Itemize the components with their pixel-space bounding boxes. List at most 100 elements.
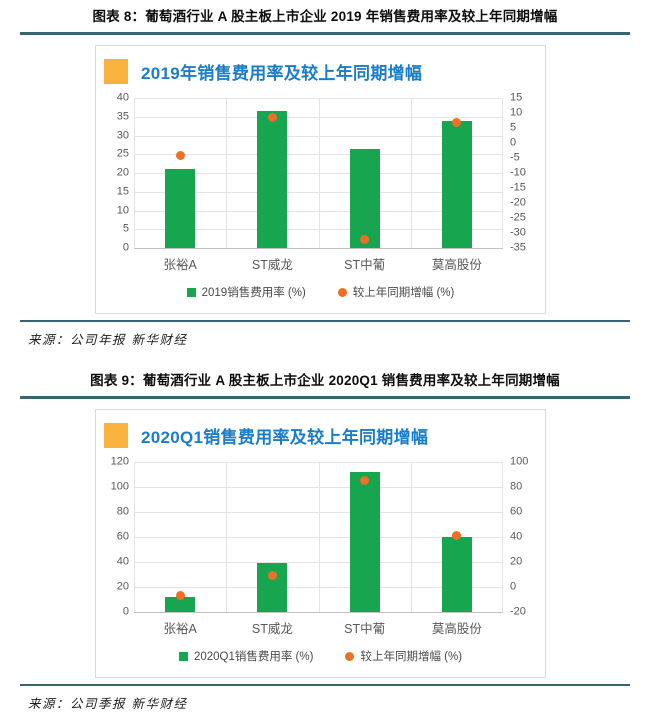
category-label: ST威龙 xyxy=(251,258,293,272)
right-axis: 100 80 60 40 20 0 -20 xyxy=(503,456,537,617)
legend-item: 较上年同期增幅 (%) xyxy=(345,648,462,664)
divider-above-source-quarterly xyxy=(20,684,630,686)
left-axis-tick-label: 40 xyxy=(116,91,129,104)
scatter-dot xyxy=(360,476,370,486)
left-axis-tick-label: 15 xyxy=(116,185,129,198)
legend-dot-swatch-icon xyxy=(345,651,355,661)
category-label: ST中葡 xyxy=(344,622,386,636)
category-label: 莫高股份 xyxy=(431,622,482,636)
chart-header-2020q1: 2020Q1销售费用率及较上年同期增幅 xyxy=(96,410,545,456)
source-note-annual: 来源：公司年报 新华财经 xyxy=(28,332,188,347)
legend-label: 2019销售费用率 (%) xyxy=(201,287,306,299)
gridline-vertical xyxy=(410,462,412,612)
scatter-dot xyxy=(360,234,370,244)
right-axis-tick-label: 15 xyxy=(510,91,523,104)
right-axis-tick-label: -20 xyxy=(510,605,526,618)
bar xyxy=(349,148,380,248)
right-axis-tick-label: 80 xyxy=(510,480,523,493)
left-axis-tick-label: 100 xyxy=(110,480,129,493)
scatter-dot xyxy=(267,113,277,122)
gridline-vertical xyxy=(410,98,412,248)
right-axis-tick-label: 5 xyxy=(510,121,517,134)
category-axis: 张裕A ST威龙 ST中葡 莫高股份 xyxy=(134,254,503,273)
legend-dot-swatch-icon xyxy=(337,287,347,297)
category-label: 张裕A xyxy=(163,258,197,272)
left-axis-tick-label: 35 xyxy=(116,110,129,123)
right-axis-tick-label: -30 xyxy=(510,226,526,239)
right-axis-tick-label: 0 xyxy=(510,580,517,593)
left-axis-tick-label: 60 xyxy=(116,530,129,543)
gridline-vertical xyxy=(134,98,135,248)
scatter-dot xyxy=(267,571,277,581)
category-label: ST威龙 xyxy=(251,622,293,636)
chart-card-2020q1: 2020Q1销售费用率及较上年同期增幅 120 100 80 60 40 20 0 100 80… xyxy=(95,409,546,678)
left-axis-tick-label: 40 xyxy=(116,555,129,568)
left-axis-tick-label: 0 xyxy=(122,605,129,618)
divider-above-source-annual xyxy=(20,320,630,322)
right-axis-tick-label: -5 xyxy=(510,151,520,164)
figure8-caption: 图表 8：葡萄酒行业 A 股主板上市企业 2019 年销售费用率及较上年同期增幅 xyxy=(92,9,558,24)
right-axis-tick-label: -15 xyxy=(510,181,526,194)
divider-under-figure8-caption xyxy=(20,32,630,35)
right-axis-tick-label: -35 xyxy=(510,241,526,254)
legend-label: 2020Q1销售费用率 (%) xyxy=(193,651,314,663)
legend-item: 较上年同期增幅 (%) xyxy=(337,284,455,300)
gridline-vertical xyxy=(318,462,320,612)
gridline-vertical xyxy=(502,462,503,612)
scatter-dot xyxy=(175,591,185,601)
bar xyxy=(441,120,472,248)
right-axis-tick-label: 60 xyxy=(510,505,523,518)
accent-square-icon xyxy=(104,423,128,448)
legend-label: 较上年同期增幅 (%) xyxy=(360,651,463,663)
left-axis-tick-label: 10 xyxy=(116,204,129,216)
right-axis-tick-label: -10 xyxy=(510,166,526,179)
divider-under-figure9-caption xyxy=(20,396,630,399)
category-label: 张裕A xyxy=(163,622,197,636)
right-axis-tick-label: 40 xyxy=(510,530,523,543)
left-axis-tick-label: 5 xyxy=(122,222,129,235)
left-axis: 120 100 80 60 40 20 0 xyxy=(106,456,134,617)
bar xyxy=(165,169,196,248)
left-axis: 40 35 30 25 20 15 10 5 0 xyxy=(106,92,134,253)
plot-area xyxy=(134,462,503,613)
chart-title-2020q1: 2020Q1销售费用率及较上年同期增幅 xyxy=(141,428,429,447)
left-axis-tick-label: 120 xyxy=(110,455,129,468)
plot-area xyxy=(134,98,503,249)
bar xyxy=(257,111,288,248)
accent-square-icon xyxy=(104,59,128,84)
chart-header-2019: 2019年销售费用率及较上年同期增幅 xyxy=(96,46,545,92)
gridline-vertical xyxy=(226,462,228,612)
legend-bar-swatch-icon xyxy=(178,651,188,661)
right-axis-tick-label: 0 xyxy=(510,136,517,149)
plot-row: 40 35 30 25 20 15 10 5 0 15 10 5 0 -5 -10 -15 -20 -25 -30 -… xyxy=(96,92,545,253)
right-axis-tick-label: 100 xyxy=(510,455,529,468)
source-note-quarterly: 来源：公司季报 新华财经 xyxy=(28,696,188,711)
left-axis-tick-label: 80 xyxy=(116,505,129,518)
bar xyxy=(349,472,380,612)
gridline-vertical xyxy=(318,98,320,248)
scatter-dot xyxy=(452,117,462,127)
right-axis: 15 10 5 0 -5 -10 -15 -20 -25 -30 -35 xyxy=(503,92,537,253)
right-axis-tick-label: -20 xyxy=(510,196,526,209)
category-label: ST中葡 xyxy=(344,258,386,272)
scatter-dot xyxy=(175,150,185,160)
legend: 2020Q1销售费用率 (%) 较上年同期增幅 (%) xyxy=(96,637,545,677)
chart-2020q1: 120 100 80 60 40 20 0 100 80 60 40 20 0 -20 张裕A ST威龙 ST中… xyxy=(96,456,545,677)
left-axis-tick-label: 25 xyxy=(116,147,129,160)
legend-label: 较上年同期增幅 (%) xyxy=(352,287,455,299)
figure9-caption: 图表 9：葡萄酒行业 A 股主板上市企业 2020Q1 销售费用率及较上年同期增… xyxy=(90,373,560,388)
left-axis-tick-label: 0 xyxy=(122,241,129,254)
category-label: 莫高股份 xyxy=(431,258,482,272)
scatter-dot xyxy=(452,531,462,541)
legend: 2019销售费用率 (%) 较上年同期增幅 (%) xyxy=(96,273,545,313)
right-axis-tick-label: 20 xyxy=(510,555,523,568)
left-axis-tick-label: 20 xyxy=(116,166,129,179)
right-axis-tick-label: 10 xyxy=(510,106,523,119)
gridline-vertical xyxy=(134,462,135,612)
left-axis-tick-label: 20 xyxy=(116,580,129,593)
chart-title-2019: 2019年销售费用率及较上年同期增幅 xyxy=(141,64,423,83)
chart-card-2019: 2019年销售费用率及较上年同期增幅 40 35 30 25 20 15 10 5 0 15 10 5… xyxy=(95,45,546,314)
legend-bar-swatch-icon xyxy=(186,287,196,297)
bar xyxy=(441,537,472,612)
